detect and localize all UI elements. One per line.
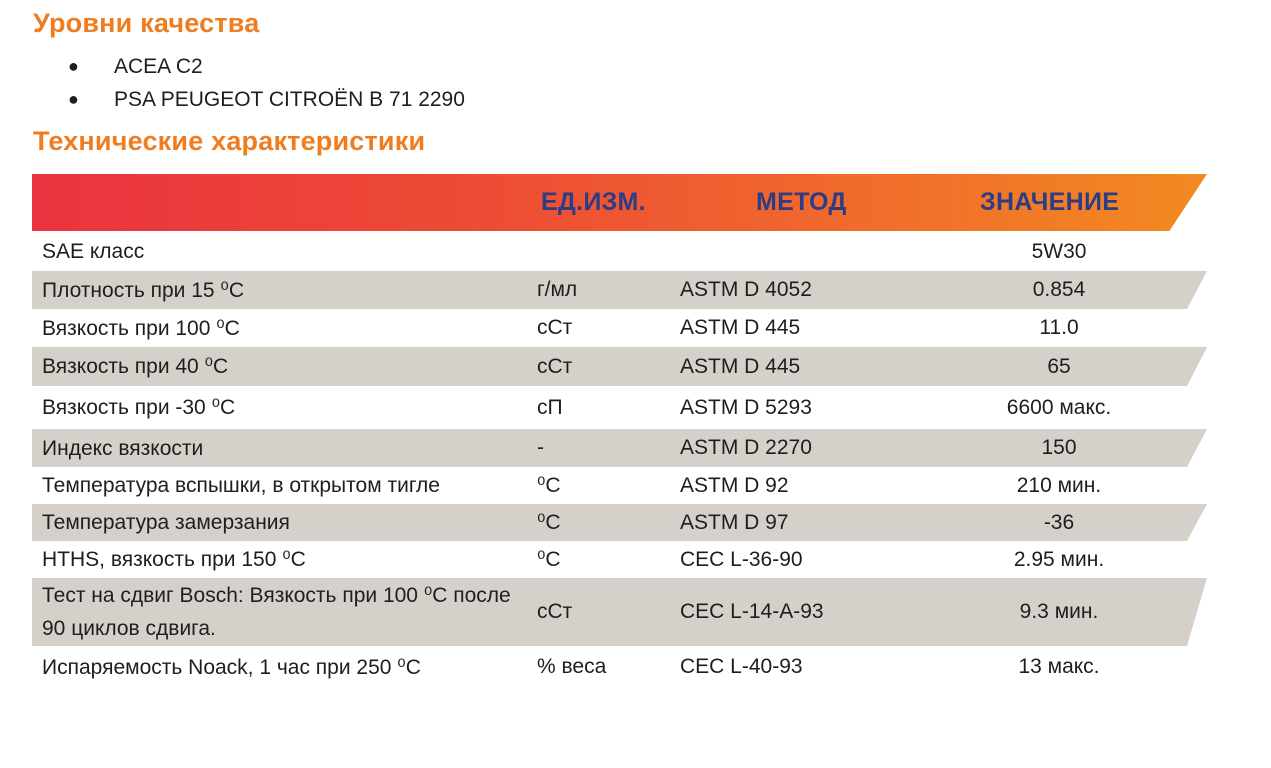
cell-method: ASTM D 4052 bbox=[680, 278, 812, 301]
cell-parameter: Плотность при 15 ⁰С bbox=[42, 278, 244, 302]
cell-parameter: Вязкость при 40 ⁰С bbox=[42, 355, 229, 378]
cell-value: 2.95 мин. bbox=[1013, 547, 1105, 571]
cell-method: ASTM D 445 bbox=[680, 316, 801, 339]
cell-unit: - bbox=[537, 436, 544, 459]
cell-unit: ⁰С bbox=[537, 474, 561, 497]
table-row: HTHS, вязкость при 150 ⁰С ⁰С CEC L-36-90… bbox=[32, 541, 1207, 578]
cell-parameter: Испаряемость Noack, 1 час при 250 ⁰С bbox=[42, 655, 421, 679]
header-value: ЗНАЧЕНИЕ bbox=[980, 188, 1120, 216]
cell-unit: сСт bbox=[537, 354, 573, 378]
header-unit: ЕД.ИЗМ. bbox=[541, 188, 646, 216]
cell-method: ASTM D 92 bbox=[680, 473, 789, 497]
cell-value: 150 bbox=[1041, 436, 1077, 459]
quality-level-label: ACEA C2 bbox=[114, 55, 203, 78]
cell-unit: ⁰С bbox=[537, 511, 561, 534]
header-method: МЕТОД bbox=[756, 188, 847, 216]
bullet-icon: ● bbox=[68, 56, 79, 76]
cell-method: CEC L-40-93 bbox=[680, 655, 803, 678]
table-row: Вязкость при 100 ⁰С сСт ASTM D 445 11.0 bbox=[32, 309, 1207, 347]
table-row: Вязкость при -30 ⁰С сП ASTM D 5293 6600 … bbox=[32, 386, 1207, 429]
table-row: SAE класс 5W30 bbox=[32, 232, 1207, 271]
cell-value: 6600 макс. bbox=[1006, 395, 1112, 419]
cell-value: 9.3 мин. bbox=[1019, 600, 1099, 623]
table-row: Вязкость при 40 ⁰С сСт ASTM D 445 65 bbox=[32, 347, 1207, 386]
cell-parameter: Вязкость при -30 ⁰С bbox=[42, 396, 236, 419]
cell-unit: % веса bbox=[537, 655, 607, 678]
cell-unit: сП bbox=[537, 395, 563, 419]
cell-value: 11.0 bbox=[1039, 316, 1079, 339]
cell-unit: сСт bbox=[537, 600, 573, 623]
bullet-icon: ● bbox=[68, 89, 79, 109]
quality-levels-title: Уровни качества bbox=[33, 8, 260, 38]
cell-value: 5W30 bbox=[1031, 239, 1087, 263]
quality-level-label: PSA PEUGEOT CITROËN B 71 2290 bbox=[114, 88, 465, 111]
cell-method: ASTM D 2270 bbox=[680, 436, 812, 459]
cell-unit: г/мл bbox=[537, 278, 578, 301]
cell-parameter: Вязкость при 100 ⁰С bbox=[42, 316, 240, 340]
table-row: Температура замерзания ⁰С ASTM D 97 -36 bbox=[32, 504, 1207, 541]
cell-parameter: Температура вспышки, в открытом тигле bbox=[42, 474, 440, 497]
specs-table-body: SAE класс 5W30 Плотность при 15 ⁰С г/мл … bbox=[32, 232, 1212, 688]
cell-value: 13 макс. bbox=[1018, 655, 1100, 678]
cell-parameter: Индекс вязкости bbox=[42, 436, 204, 460]
technical-specs-title: Технические характеристики bbox=[33, 126, 426, 156]
specs-table-header: ЕД.ИЗМ. МЕТОД ЗНАЧЕНИЕ bbox=[32, 174, 1207, 231]
cell-value: 210 мин. bbox=[1016, 473, 1102, 497]
table-row: Плотность при 15 ⁰С г/мл ASTM D 4052 0.8… bbox=[32, 271, 1207, 309]
table-row: Испаряемость Noack, 1 час при 250 ⁰С % в… bbox=[32, 646, 1207, 688]
table-row: Тест на сдвиг Bosch: Вязкость при 100 ⁰С… bbox=[32, 578, 1207, 646]
cell-parameter: SAE класс bbox=[42, 240, 145, 263]
cell-method: ASTM D 445 bbox=[680, 354, 801, 378]
cell-method: ASTM D 97 bbox=[680, 510, 789, 534]
cell-unit: ⁰С bbox=[537, 548, 561, 571]
cell-method: CEC L-36-90 bbox=[680, 547, 803, 571]
cell-value: 65 bbox=[1047, 354, 1071, 378]
cell-parameter: HTHS, вязкость при 150 ⁰С bbox=[42, 548, 306, 571]
cell-value: -36 bbox=[1043, 510, 1075, 534]
cell-method: ASTM D 5293 bbox=[680, 395, 812, 419]
cell-value: 0.854 bbox=[1032, 278, 1086, 301]
cell-parameter: Тест на сдвиг Bosch: Вязкость при 100 ⁰С… bbox=[42, 584, 511, 640]
cell-parameter: Температура замерзания bbox=[42, 511, 290, 534]
cell-unit: сСт bbox=[537, 316, 573, 339]
table-row: Температура вспышки, в открытом тигле ⁰С… bbox=[32, 467, 1207, 504]
table-row: Индекс вязкости - ASTM D 2270 150 bbox=[32, 429, 1207, 467]
cell-method: CEC L-14-A-93 bbox=[680, 600, 824, 623]
